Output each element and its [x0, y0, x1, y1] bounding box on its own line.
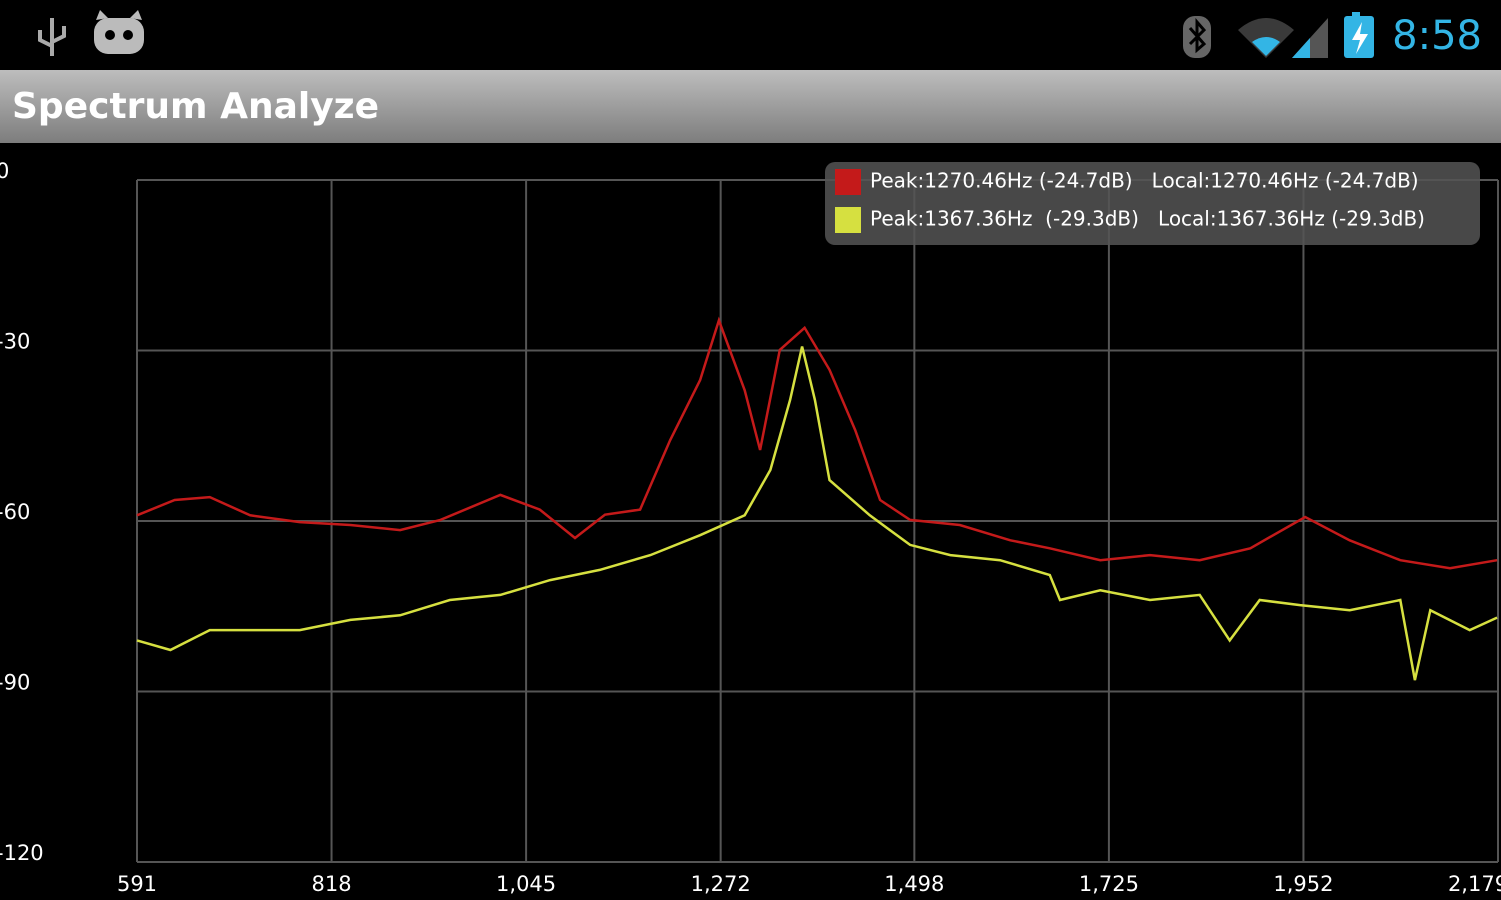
legend-swatch — [835, 169, 861, 195]
legend-box — [825, 162, 1480, 245]
app-title: Spectrum Analyze — [12, 86, 379, 127]
usb-icon — [38, 18, 66, 56]
x-tick-label: 1,725 — [1079, 872, 1139, 896]
clock: 8:58 — [1392, 13, 1482, 59]
bluetooth-icon — [1183, 16, 1211, 58]
y-tick-label: 0 — [0, 159, 9, 183]
x-tick-label: 591 — [117, 872, 157, 896]
legend-swatch — [835, 207, 861, 233]
legend-label: Peak:1367.36Hz (-29.3dB) Local:1367.36Hz… — [870, 207, 1425, 231]
series-line — [136, 346, 1498, 681]
action-bar — [0, 70, 1501, 143]
battery-icon — [1344, 12, 1374, 58]
y-tick-label: -120 — [0, 841, 44, 865]
x-tick-label: 818 — [312, 872, 352, 896]
x-tick-label: 1,498 — [884, 872, 944, 896]
wifi-icon — [1238, 18, 1294, 58]
x-tick-label: 1,952 — [1273, 872, 1333, 896]
cyanogen-icon — [94, 10, 144, 54]
series-line — [136, 316, 1498, 570]
x-tick-label: 1,272 — [691, 872, 751, 896]
x-tick-label: 1,045 — [496, 872, 556, 896]
legend-label: Peak:1270.46Hz (-24.7dB) Local:1270.46Hz… — [870, 169, 1419, 193]
y-tick-label: -60 — [0, 500, 30, 524]
signal-level — [1292, 38, 1310, 58]
x-tick-label: 2,179 — [1448, 872, 1501, 896]
plot: 0 -30 -60 -90 -120 591 818 1,045 1,272 1,498 1,725… — [0, 159, 1501, 896]
y-tick-label: -30 — [0, 330, 30, 354]
legend: Peak:1270.46Hz (-24.7dB) Local:1270.46Hz… — [825, 162, 1480, 245]
y-tick-label: -90 — [0, 671, 30, 695]
